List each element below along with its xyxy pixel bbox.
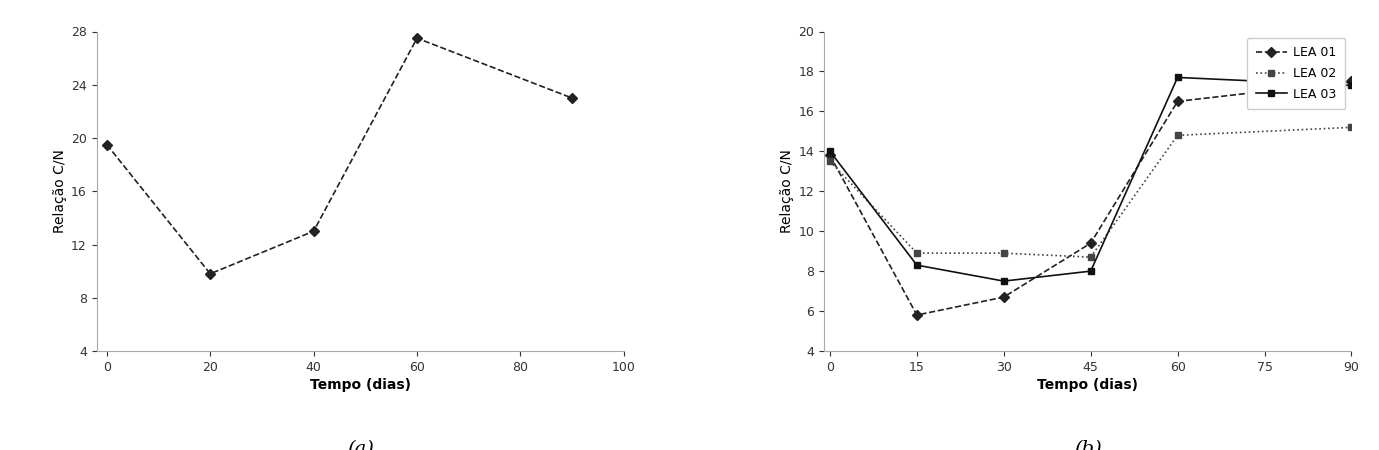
- LEA 02: [822, 158, 838, 164]
- LEA 03: [1343, 83, 1360, 88]
- X-axis label: Tempo (dias): Tempo (dias): [1037, 378, 1138, 392]
- Legend: LEA 01, LEA 02, LEA 03: LEA 01, LEA 02, LEA 03: [1247, 38, 1345, 109]
- LEA 03: [1083, 268, 1099, 274]
- LEA 03: [996, 279, 1012, 284]
- LEA 02: [996, 251, 1012, 256]
- Text: (a): (a): [346, 441, 374, 450]
- Y-axis label: Relação C/N: Relação C/N: [52, 149, 66, 233]
- LEA 02: [1083, 254, 1099, 260]
- X-axis label: Tempo (dias): Tempo (dias): [310, 378, 411, 392]
- LEA 01: [909, 312, 925, 318]
- LEA 02: [1343, 125, 1360, 130]
- LEA 03: [822, 148, 838, 154]
- LEA 03: [909, 262, 925, 268]
- LEA 01: [822, 153, 838, 158]
- Line: LEA 02: LEA 02: [826, 124, 1356, 261]
- LEA 02: [909, 251, 925, 256]
- LEA 01: [1083, 240, 1099, 246]
- LEA 01: [1343, 79, 1360, 84]
- Line: LEA 01: LEA 01: [826, 78, 1356, 319]
- Line: LEA 03: LEA 03: [826, 74, 1356, 284]
- LEA 02: [1169, 133, 1186, 138]
- Text: (b): (b): [1074, 441, 1102, 450]
- LEA 01: [996, 294, 1012, 300]
- Y-axis label: Relação C/N: Relação C/N: [781, 149, 794, 233]
- LEA 03: [1169, 75, 1186, 80]
- LEA 01: [1169, 99, 1186, 104]
